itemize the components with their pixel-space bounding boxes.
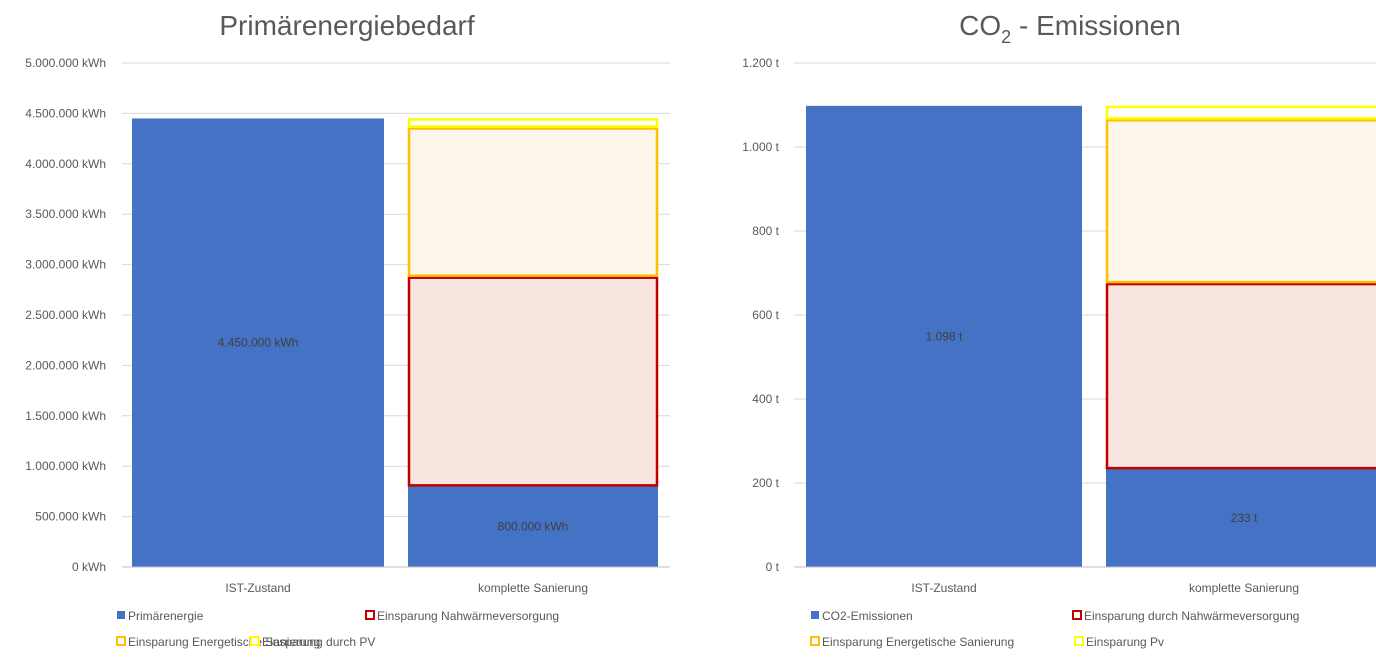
legend-swatch	[810, 636, 820, 646]
bar-segment	[1105, 282, 1376, 470]
y-tick-label: 1.000.000 kWh	[25, 459, 106, 473]
legend-label: Einsparung Energetische Sanierung	[128, 635, 320, 649]
bar-segment	[1105, 105, 1376, 120]
y-tick-label: 4.500.000 kWh	[25, 106, 106, 120]
y-tick-label: 2.000.000 kWh	[25, 358, 106, 372]
legend-label: Einsparung durch Nahwärmeversorgung	[1084, 609, 1299, 623]
y-tick-label: 600 t	[752, 308, 779, 322]
legend-swatch	[250, 636, 260, 646]
legend-label: Einsparung Pv	[1086, 635, 1164, 649]
bar-segment	[407, 127, 659, 277]
y-tick-label: 1.200 t	[742, 56, 779, 70]
y-tick-label: 0 t	[766, 560, 780, 574]
legend-swatch	[117, 611, 125, 619]
y-tick-label: 800 t	[752, 224, 779, 238]
y-tick-label: 0 kWh	[72, 560, 106, 574]
data-label: 800.000 kWh	[498, 520, 569, 534]
y-tick-label: 1.000 t	[742, 140, 779, 154]
legend-swatch	[811, 611, 819, 619]
co2-emissions-chart: CO2 - Emissionen 0 t 200 t 400 t 600 t 800 t 1…	[742, 10, 1376, 649]
y-tick-label: 400 t	[752, 392, 779, 406]
y-tick-label: 1.500.000 kWh	[25, 409, 106, 423]
legend-label: CO2-Emissionen	[822, 609, 913, 623]
legend-label: Primärenergie	[128, 609, 204, 623]
bar-segment	[1106, 469, 1376, 567]
legend-label: Einsparung Nahwärmeversorgung	[377, 609, 559, 623]
bar-segment	[407, 118, 659, 128]
legend-label: Einsparung Energetische Sanierung	[822, 635, 1014, 649]
y-tick-label: 200 t	[752, 476, 779, 490]
bar-segment	[132, 118, 384, 567]
bar-segment	[1105, 119, 1376, 284]
x-category-label: IST-Zustand	[225, 581, 290, 595]
data-label: 1.098 t	[926, 329, 963, 343]
chart-title: CO2 - Emissionen	[959, 10, 1181, 47]
y-tick-label: 4.000.000 kWh	[25, 157, 106, 171]
bar-segment	[806, 105, 1082, 567]
bar-segment	[407, 276, 659, 487]
data-label: 233 t	[1231, 511, 1258, 525]
chart-title: Primärenergiebedarf	[219, 10, 474, 41]
legend-swatch	[116, 636, 126, 646]
y-tick-label: 3.000.000 kWh	[25, 258, 106, 272]
bar-segment	[408, 486, 658, 567]
y-tick-label: 5.000.000 kWh	[25, 56, 106, 70]
legend-swatch	[1072, 610, 1082, 620]
x-category-label: IST-Zustand	[911, 581, 976, 595]
x-category-label: komplette Sanierung	[478, 581, 588, 595]
legend-swatch	[365, 610, 375, 620]
y-tick-label: 2.500.000 kWh	[25, 308, 106, 322]
primary-energy-chart: Primärenergiebedarf 0 kWh 500.000 kWh 1.000…	[25, 10, 670, 649]
y-tick-label: 3.500.000 kWh	[25, 207, 106, 221]
legend-label: Einsparung durch PV	[262, 635, 375, 649]
data-label: 4.450.000 kWh	[218, 336, 299, 350]
x-category-label: komplette Sanierung	[1189, 581, 1299, 595]
legend-swatch	[1074, 636, 1084, 646]
y-tick-label: 500.000 kWh	[35, 510, 106, 524]
